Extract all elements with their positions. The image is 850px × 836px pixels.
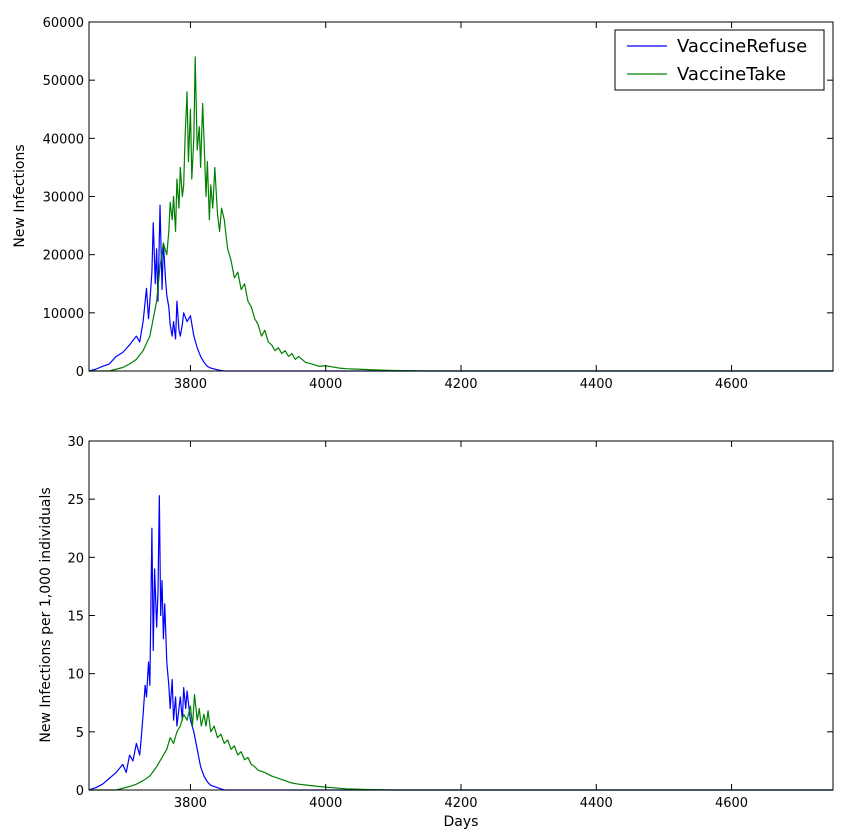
- chart-top: 3800 4000 4200 4400 4600 0 10000 20000 30000 4000…: [12, 16, 834, 392]
- xtick-label-top-0: 3800: [174, 377, 207, 392]
- ticks-bottom: 3800 4000 4200 4400 4600 0 5 10 15 20 25 30: [67, 435, 833, 811]
- ytick-label-bottom-5: 25: [67, 493, 84, 508]
- ytick-label-top-2: 20000: [43, 249, 84, 264]
- series-line-bottom-1: [89, 694, 833, 791]
- xlabel-bottom: Days: [444, 814, 479, 830]
- legend: VaccineRefuse VaccineTake: [614, 29, 825, 91]
- legend-box: [614, 29, 825, 91]
- series-line-bottom-0: [88, 495, 833, 791]
- xtick-label-top-2: 4200: [444, 377, 477, 392]
- legend-label-take: VaccineTake: [677, 64, 786, 85]
- ytick-label-top-6: 60000: [43, 16, 84, 31]
- ytick-label-bottom-3: 15: [67, 610, 84, 625]
- xtick-label-bottom-4: 4600: [715, 796, 748, 811]
- xtick-label-top-4: 4600: [715, 377, 748, 392]
- ytick-label-bottom-6: 30: [67, 435, 84, 450]
- series-line-top-1: [89, 56, 833, 372]
- ytick-label-bottom-0: 0: [76, 784, 84, 799]
- ylabel-bottom: New Infections per 1,000 individuals: [38, 487, 54, 742]
- plot-area-bottom: [89, 441, 833, 790]
- series-group-bottom: [88, 495, 833, 791]
- xtick-label-bottom-2: 4200: [444, 796, 477, 811]
- xtick-label-bottom-0: 3800: [174, 796, 207, 811]
- ytick-label-top-4: 40000: [43, 132, 84, 147]
- xtick-label-top-1: 4000: [309, 377, 342, 392]
- xtick-label-bottom-1: 4000: [309, 796, 342, 811]
- ylabel-top: New Infections: [12, 144, 28, 247]
- ytick-label-top-0: 0: [76, 365, 84, 380]
- ytick-label-bottom-2: 10: [67, 668, 84, 683]
- ytick-label-top-5: 50000: [43, 74, 84, 89]
- ytick-label-top-3: 30000: [43, 191, 84, 206]
- series-line-top-0: [88, 204, 833, 372]
- xtick-label-bottom-3: 4400: [580, 796, 613, 811]
- legend-label-refuse: VaccineRefuse: [677, 36, 807, 57]
- series-group-top: [88, 56, 833, 372]
- xtick-label-top-3: 4400: [580, 377, 613, 392]
- ytick-label-top-1: 10000: [43, 307, 84, 322]
- ytick-label-bottom-4: 20: [67, 551, 84, 566]
- chart-bottom: 3800 4000 4200 4400 4600 0 5 10 15 20 25 30 New Inf…: [38, 435, 834, 830]
- ytick-label-bottom-1: 5: [76, 726, 84, 741]
- ticks-top: 3800 4000 4200 4400 4600 0 10000 20000 30000 4000…: [43, 16, 833, 392]
